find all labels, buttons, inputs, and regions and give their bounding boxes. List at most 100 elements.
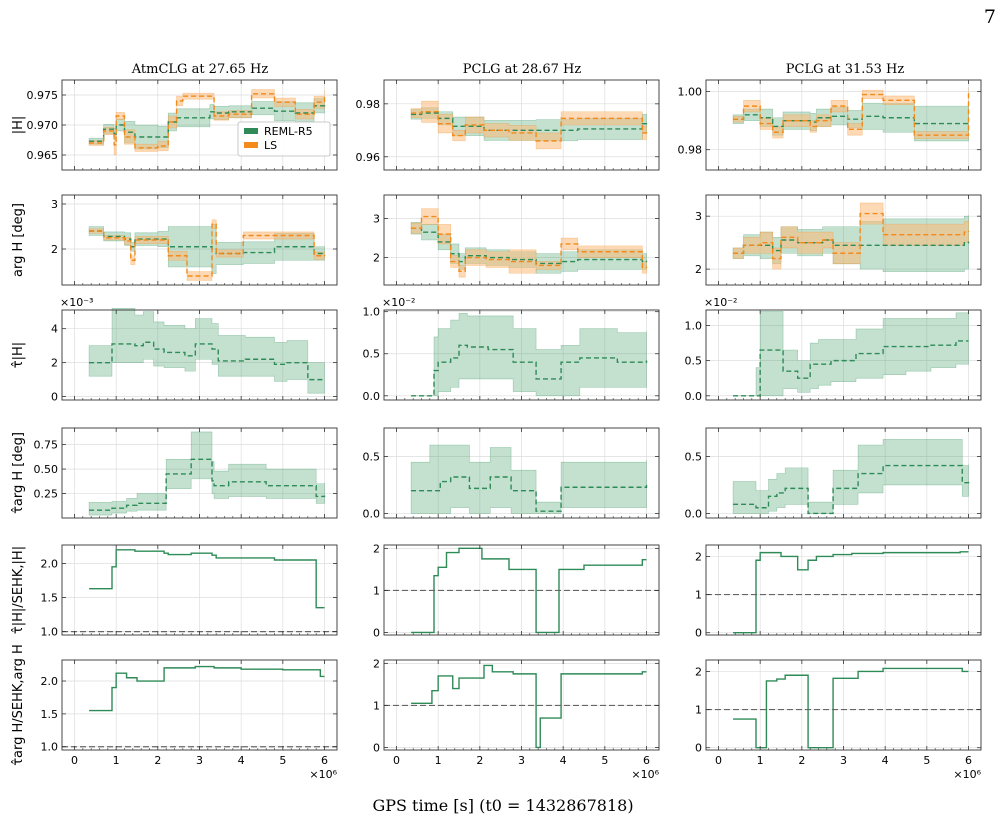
x-tick-label: 5 — [601, 754, 608, 767]
series-line-ls — [411, 215, 648, 272]
y-tick-label: 2.0 — [41, 557, 59, 570]
series-band-ls — [410, 100, 647, 150]
panel-row3-col1: 0 2 4 ×10⁻³ — [51, 296, 338, 404]
series-line-reml — [89, 665, 325, 712]
y-tick-label: 0.0 — [363, 507, 381, 520]
series-band-reml — [410, 444, 647, 514]
series-band-reml — [88, 431, 325, 516]
figure-canvas: AtmCLG at 27.65 Hz PCLG at 28.67 Hz PCLG… — [11, 62, 982, 781]
column-title-2: PCLG at 28.67 Hz — [463, 62, 582, 77]
panel-row1-col2: 0.96 0.98 — [356, 79, 660, 171]
panel-row4-col2: 0.0 0.5 — [363, 427, 660, 520]
x-tick-label: 0 — [71, 754, 78, 767]
y-tick-label: 0 — [695, 742, 702, 755]
series-line-reml — [411, 664, 647, 749]
panel-row2-col3: 23 — [695, 194, 982, 286]
x-axis-label: GPS time [s] (t0 = 1432867818) — [372, 796, 634, 815]
y-tick-label: 2 — [373, 657, 380, 670]
legend-swatch-ls — [244, 142, 258, 148]
row-label-1: |H| — [11, 116, 26, 135]
series-line-reml — [733, 239, 970, 254]
x-scale-label: ×10⁶ — [953, 768, 981, 781]
series-band-reml — [411, 313, 647, 397]
y-tick-label: 3 — [695, 210, 702, 223]
y-scale-label: ×10⁻³ — [60, 296, 93, 309]
y-tick-label: 2 — [373, 252, 380, 265]
row-label-4: τ̂arg H [deg] — [11, 432, 26, 514]
x-tick-label: 2 — [798, 754, 805, 767]
panel-row5-col1: 1.0 1.5 2.0 — [41, 544, 338, 639]
x-scale-label: ×10⁶ — [309, 768, 337, 781]
series-line-reml — [89, 549, 325, 609]
x-tick-label: 3 — [518, 754, 525, 767]
y-tick-label: 0 — [373, 626, 380, 639]
x-tick-label: 6 — [965, 754, 972, 767]
legend-label-ls: LS — [264, 139, 277, 152]
y-tick-label: 1.00 — [678, 86, 703, 99]
series-line-reml — [411, 227, 648, 265]
series-line-reml — [733, 340, 969, 397]
y-tick-label: 2.0 — [41, 675, 59, 688]
page-number: 7 — [983, 6, 996, 28]
panel-row3-col3: 0.0 0.5 1.0×10⁻² — [685, 296, 982, 403]
series-line-reml — [411, 547, 647, 634]
y-tick-label: 1.0 — [41, 741, 59, 754]
panel-row6-col2: 0 1 2 0 1 2 3 4 5 6×10⁶ — [373, 657, 660, 781]
y-tick-label: 0.0 — [363, 390, 381, 403]
y-tick-label: 1 — [373, 699, 380, 712]
panel-row2-col2: 23 — [373, 194, 660, 286]
y-tick-label: 2 — [373, 542, 380, 555]
y-tick-label: 0.5 — [685, 355, 703, 368]
panel-row1-col1: 0.965 0.970 0.975 — [27, 79, 338, 171]
x-tick-label: 1 — [757, 754, 764, 767]
y-tick-label: 0.970 — [27, 119, 59, 132]
series-line-ls — [89, 223, 326, 277]
x-tick-label: 0 — [393, 754, 400, 767]
y-tick-label: 1.5 — [41, 708, 59, 721]
row-label-2: arg H [deg] — [11, 203, 26, 277]
y-scale-label: ×10⁻² — [704, 296, 737, 309]
x-tick-label: 4 — [882, 754, 889, 767]
series-band-reml — [88, 308, 325, 394]
panel-row5-col3: 0 1 2 — [695, 544, 982, 640]
series-line-reml — [89, 458, 326, 511]
y-tick-label: 1 — [695, 704, 702, 717]
series-line-reml — [733, 551, 969, 634]
x-tick-label: 1 — [113, 754, 120, 767]
panel-row4-col1: 0.25 0.50 0.75 — [34, 427, 338, 519]
series-line-ls — [89, 93, 326, 149]
series-band-ls — [88, 89, 325, 156]
x-tick-label: 4 — [560, 754, 567, 767]
panel-row6-col1: 1.0 1.5 2.0 0 1 2 3 4 5 6×10⁶ — [41, 659, 338, 781]
series-line-reml — [89, 341, 325, 381]
y-tick-label: 0.25 — [34, 488, 59, 501]
panel-row6-col3: 0 1 2 0 1 2 3 4 5 6×10⁶ — [695, 659, 982, 781]
series-band-reml — [733, 311, 969, 397]
y-tick-label: 1 — [695, 589, 702, 602]
y-tick-label: 3 — [373, 212, 380, 225]
y-tick-label: 0.5 — [363, 450, 381, 463]
panel-row1-col3: 0.98 1.00 — [678, 79, 982, 171]
x-tick-label: 6 — [321, 754, 328, 767]
panel-row3-col2: 0.0 0.5 1.0×10⁻² — [363, 296, 660, 403]
y-tick-label: 2 — [695, 263, 702, 276]
series-line-ls — [411, 111, 648, 142]
y-tick-label: 4 — [51, 323, 58, 336]
y-tick-label: 0 — [695, 627, 702, 640]
y-tick-label: 0.96 — [356, 151, 381, 164]
series-line-reml — [411, 476, 648, 512]
series-band-ls — [410, 208, 647, 278]
y-scale-label: ×10⁻² — [382, 296, 415, 309]
y-tick-label: 0.5 — [685, 450, 703, 463]
y-tick-label: 1.0 — [363, 306, 381, 319]
x-tick-label: 0 — [715, 754, 722, 767]
x-tick-label: 3 — [196, 754, 203, 767]
y-tick-label: 1.5 — [41, 592, 59, 605]
series-line-reml — [733, 464, 970, 515]
series-line-reml — [733, 114, 970, 128]
y-tick-label: 2 — [695, 550, 702, 563]
column-title-1: AtmCLG at 27.65 Hz — [131, 62, 269, 77]
x-scale-label: ×10⁶ — [631, 768, 659, 781]
x-tick-label: 3 — [840, 754, 847, 767]
